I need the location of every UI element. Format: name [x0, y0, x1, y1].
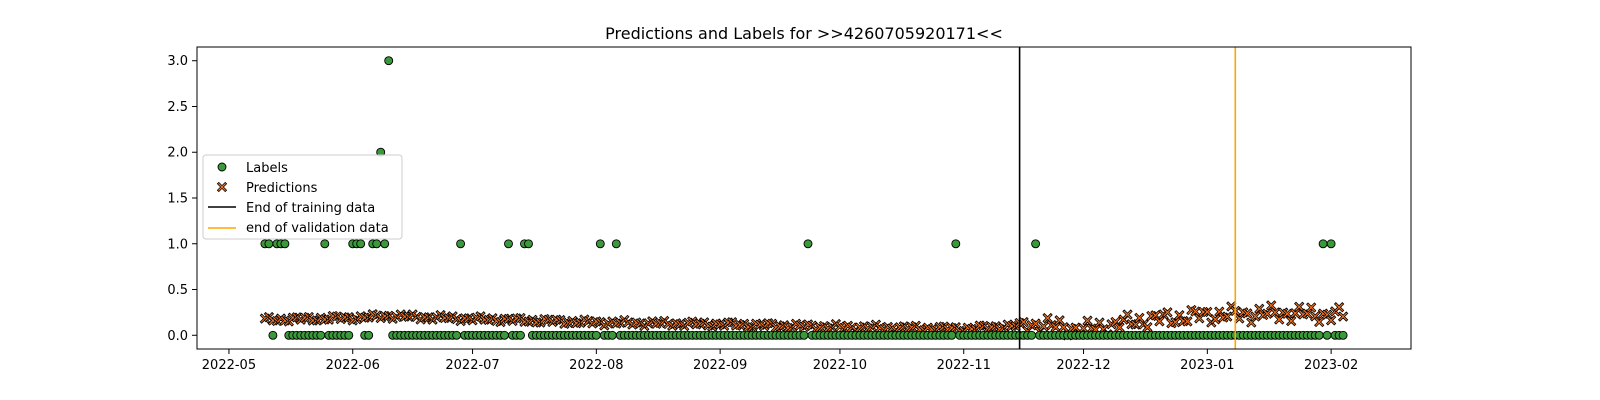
label-point: [1338, 330, 1348, 340]
label-point: [1027, 330, 1037, 340]
legend-entry-label: end of validation data: [246, 221, 389, 236]
prediction-point: [1210, 314, 1221, 325]
label-point: [384, 56, 394, 66]
label-point: [456, 239, 466, 249]
label-point: [1318, 239, 1328, 249]
y-tick-label: 1.0: [167, 237, 188, 252]
prediction-point: [1162, 307, 1173, 318]
y-tick-label: 1.5: [167, 192, 188, 207]
legend-entry-label: End of training data: [246, 201, 375, 216]
label-point: [803, 239, 813, 249]
x-tick-label: 2022-05: [202, 358, 256, 373]
prediction-point: [1038, 321, 1049, 332]
prediction-point: [1294, 301, 1305, 312]
y-tick-label: 0.5: [167, 283, 188, 298]
x-tick-label: 2022-08: [569, 358, 623, 373]
label-point: [344, 330, 354, 340]
prediction-point: [1030, 318, 1041, 329]
label-point: [500, 330, 509, 340]
prediction-point: [1337, 311, 1349, 322]
y-tick-label: 2.5: [167, 100, 188, 115]
label-point: [607, 330, 617, 340]
label-point: [1326, 239, 1336, 249]
label-point: [947, 330, 957, 340]
x-tick-label: 2022-11: [937, 358, 991, 373]
legend-entry-label: Predictions: [246, 181, 318, 196]
prediction-point: [1082, 315, 1093, 326]
y-tick-label: 0.0: [167, 329, 188, 344]
legend-predictions-marker: [216, 181, 228, 193]
label-point: [1031, 239, 1041, 249]
prediction-point: [1202, 306, 1213, 318]
label-point: [611, 239, 621, 249]
legend-entry-label: Labels: [246, 161, 288, 176]
label-point: [504, 239, 513, 249]
label-point: [524, 239, 533, 249]
label-point: [380, 239, 390, 249]
prediction-point: [1222, 311, 1233, 322]
x-tick-label: 2022-07: [445, 358, 499, 373]
label-point: [951, 239, 961, 249]
label-point: [452, 330, 462, 340]
plot-area: [259, 47, 1349, 349]
label-point: [264, 239, 274, 249]
label-point: [320, 239, 330, 249]
legend: Labels Predictions End of training data end…: [202, 154, 403, 240]
prediction-point: [1286, 315, 1297, 327]
prediction-point: [1018, 316, 1029, 328]
label-point: [364, 330, 374, 340]
label-point: [595, 239, 605, 249]
x-tick-label: 2022-09: [693, 358, 747, 373]
x-tick-label: 2022-06: [326, 358, 380, 373]
label-point: [516, 330, 525, 340]
label-point: [268, 330, 278, 340]
label-point: [316, 330, 326, 340]
prediction-point: [1182, 316, 1193, 327]
y-tick-label: 2.0: [167, 146, 188, 161]
axes: 2022-05 2022-06 2022-07 2022-08 2022-09 2022-…: [167, 54, 1358, 373]
x-tick-label: 2023-01: [1180, 358, 1234, 373]
label-point: [372, 239, 382, 249]
prediction-point: [1314, 316, 1325, 328]
chart-title: Predictions and Labels for >>42607059201…: [605, 24, 1003, 43]
x-tick-label: 2022-12: [1056, 358, 1110, 373]
label-point: [356, 239, 366, 249]
label-point: [591, 330, 601, 340]
x-tick-label: 2023-02: [1304, 358, 1358, 373]
y-tick-label: 3.0: [167, 54, 188, 69]
prediction-point: [1325, 315, 1337, 326]
label-point: [280, 239, 290, 249]
legend-box: [202, 154, 403, 240]
label-point: [1314, 330, 1324, 340]
label-point: [799, 330, 809, 340]
legend-labels-marker: [217, 162, 227, 172]
prediction-point: [1122, 309, 1133, 320]
prediction-point: [1242, 308, 1253, 319]
prediction-point: [1306, 302, 1317, 313]
label-point: [1322, 330, 1332, 340]
prediction-point: [1333, 302, 1345, 313]
x-tick-label: 2022-10: [813, 358, 867, 373]
